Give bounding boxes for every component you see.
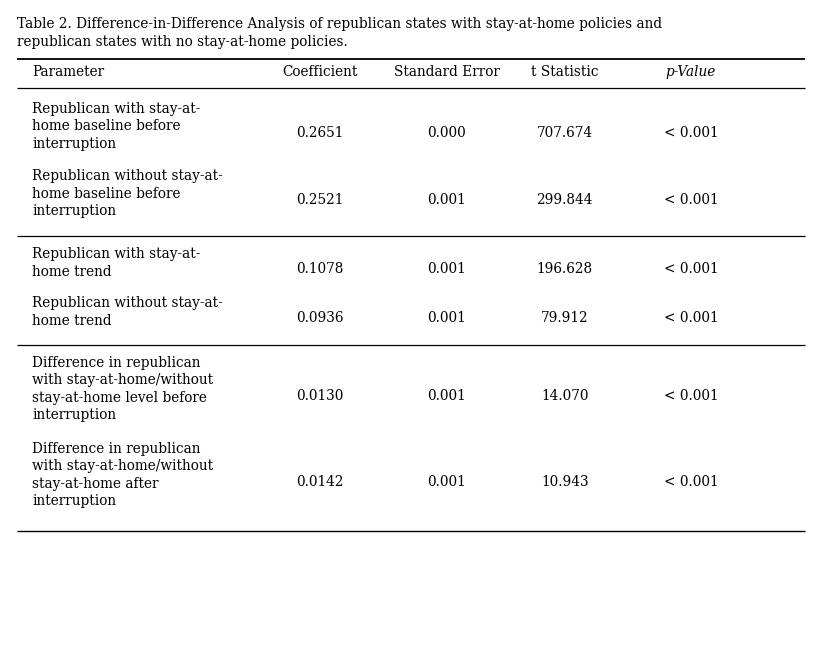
- Text: 0.1078: 0.1078: [297, 262, 344, 276]
- Text: 196.628: 196.628: [537, 262, 593, 276]
- Text: Parameter: Parameter: [32, 64, 104, 78]
- Text: Republican with stay-at-
home baseline before
interruption: Republican with stay-at- home baseline b…: [32, 102, 201, 151]
- Text: p-Value: p-Value: [666, 64, 716, 78]
- Text: Republican without stay-at-
home baseline before
interruption: Republican without stay-at- home baselin…: [32, 169, 224, 218]
- Text: 14.070: 14.070: [541, 389, 589, 403]
- Text: t Statistic: t Statistic: [531, 64, 598, 78]
- Text: 0.001: 0.001: [427, 475, 466, 489]
- Text: < 0.001: < 0.001: [663, 193, 718, 207]
- Text: 299.844: 299.844: [537, 193, 593, 207]
- Text: 707.674: 707.674: [537, 125, 593, 139]
- Text: 0.001: 0.001: [427, 193, 466, 207]
- Text: 0.001: 0.001: [427, 262, 466, 276]
- Text: Coefficient: Coefficient: [283, 64, 358, 78]
- Text: Difference in republican
with stay-at-home/without
stay-at-home level before
int: Difference in republican with stay-at-ho…: [32, 356, 214, 422]
- Text: < 0.001: < 0.001: [663, 389, 718, 403]
- Text: Table 2. Difference-in-Difference Analysis of republican states with stay-at-hom: Table 2. Difference-in-Difference Analys…: [16, 17, 662, 31]
- Text: 0.2521: 0.2521: [297, 193, 344, 207]
- Text: 10.943: 10.943: [541, 475, 589, 489]
- Text: Difference in republican
with stay-at-home/without
stay-at-home after
interrupti: Difference in republican with stay-at-ho…: [32, 442, 214, 509]
- Text: 0.001: 0.001: [427, 389, 466, 403]
- Text: < 0.001: < 0.001: [663, 125, 718, 139]
- Text: < 0.001: < 0.001: [663, 475, 718, 489]
- Text: < 0.001: < 0.001: [663, 262, 718, 276]
- Text: 0.000: 0.000: [427, 125, 466, 139]
- Text: < 0.001: < 0.001: [663, 311, 718, 324]
- Text: 0.0142: 0.0142: [297, 475, 344, 489]
- Text: 0.2651: 0.2651: [297, 125, 344, 139]
- Text: Republican with stay-at-
home trend: Republican with stay-at- home trend: [32, 247, 201, 279]
- Text: Standard Error: Standard Error: [394, 64, 500, 78]
- Text: 0.001: 0.001: [427, 311, 466, 324]
- Text: 0.0936: 0.0936: [297, 311, 344, 324]
- Text: Republican without stay-at-
home trend: Republican without stay-at- home trend: [32, 296, 224, 328]
- Text: 0.0130: 0.0130: [297, 389, 344, 403]
- Text: republican states with no stay-at-home policies.: republican states with no stay-at-home p…: [16, 35, 348, 49]
- Text: 79.912: 79.912: [541, 311, 589, 324]
